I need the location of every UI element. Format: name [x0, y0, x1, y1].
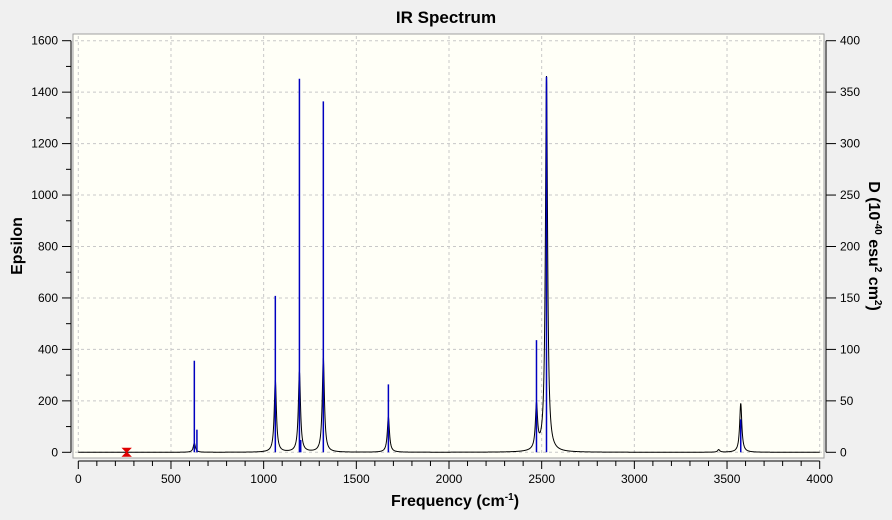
- x-tick-label: 0: [75, 472, 82, 486]
- selection-marker-icon: [121, 447, 132, 457]
- x-label-text: Frequency (cm: [391, 493, 505, 510]
- axes: 0 500 1000 1500 2000 2500 3000 3500 400002004006…: [31, 34, 860, 486]
- y2-axis-label: D (10-40 esu2 cm2): [865, 181, 883, 311]
- x-axis-label: Frequency (cm-1): [391, 492, 519, 510]
- y2-label-sup2: 2: [872, 267, 883, 273]
- y-tick-label: 400: [38, 342, 58, 356]
- y-tick-label: 1200: [31, 137, 58, 151]
- x-tick-label: 4000: [806, 472, 833, 486]
- x-tick-label: 500: [161, 472, 181, 486]
- y2-label-a: D (10: [865, 181, 882, 220]
- spectrum-curve-group: [78, 75, 820, 453]
- y-tick-label: 1600: [31, 34, 58, 48]
- y2-label-end: ): [865, 305, 882, 310]
- y2-tick-label: 0: [840, 445, 847, 459]
- y2-label-b: esu: [865, 235, 882, 267]
- x-tick-label: 1000: [250, 472, 277, 486]
- x-tick-label: 2500: [528, 472, 555, 486]
- y2-tick-label: 200: [840, 240, 860, 254]
- y-tick-label: 1000: [31, 188, 58, 202]
- y2-label-sup3: 2: [872, 300, 883, 306]
- grid: [75, 36, 822, 456]
- y2-tick-label: 50: [840, 394, 854, 408]
- y2-tick-label: 300: [840, 137, 860, 151]
- y-tick-label: 600: [38, 291, 58, 305]
- y2-tick-label: 250: [840, 188, 860, 202]
- y2-tick-label: 400: [840, 34, 860, 48]
- spectrum-curve: [78, 75, 820, 453]
- y2-label-sup1: -40: [872, 220, 883, 235]
- y2-label-c: cm: [865, 272, 882, 300]
- x-label-sup: -1: [505, 492, 514, 503]
- y-tick-label: 200: [38, 394, 58, 408]
- y2-tick-label: 350: [840, 85, 860, 99]
- marker-group: [121, 447, 132, 457]
- x-tick-label: 3500: [714, 472, 741, 486]
- y2-tick-label: 100: [840, 342, 860, 356]
- y-tick-label: 0: [51, 445, 58, 459]
- y-tick-label: 1400: [31, 85, 58, 99]
- y-axis-label: Epsilon: [9, 217, 26, 275]
- stick-group: [193, 76, 742, 453]
- x-tick-label: 2000: [436, 472, 463, 486]
- chart-title: IR Spectrum: [396, 8, 496, 27]
- x-label-end: ): [514, 493, 519, 510]
- x-tick-label: 1500: [343, 472, 370, 486]
- x-tick-label: 3000: [621, 472, 648, 486]
- y-tick-label: 800: [38, 240, 58, 254]
- y2-tick-label: 150: [840, 291, 860, 305]
